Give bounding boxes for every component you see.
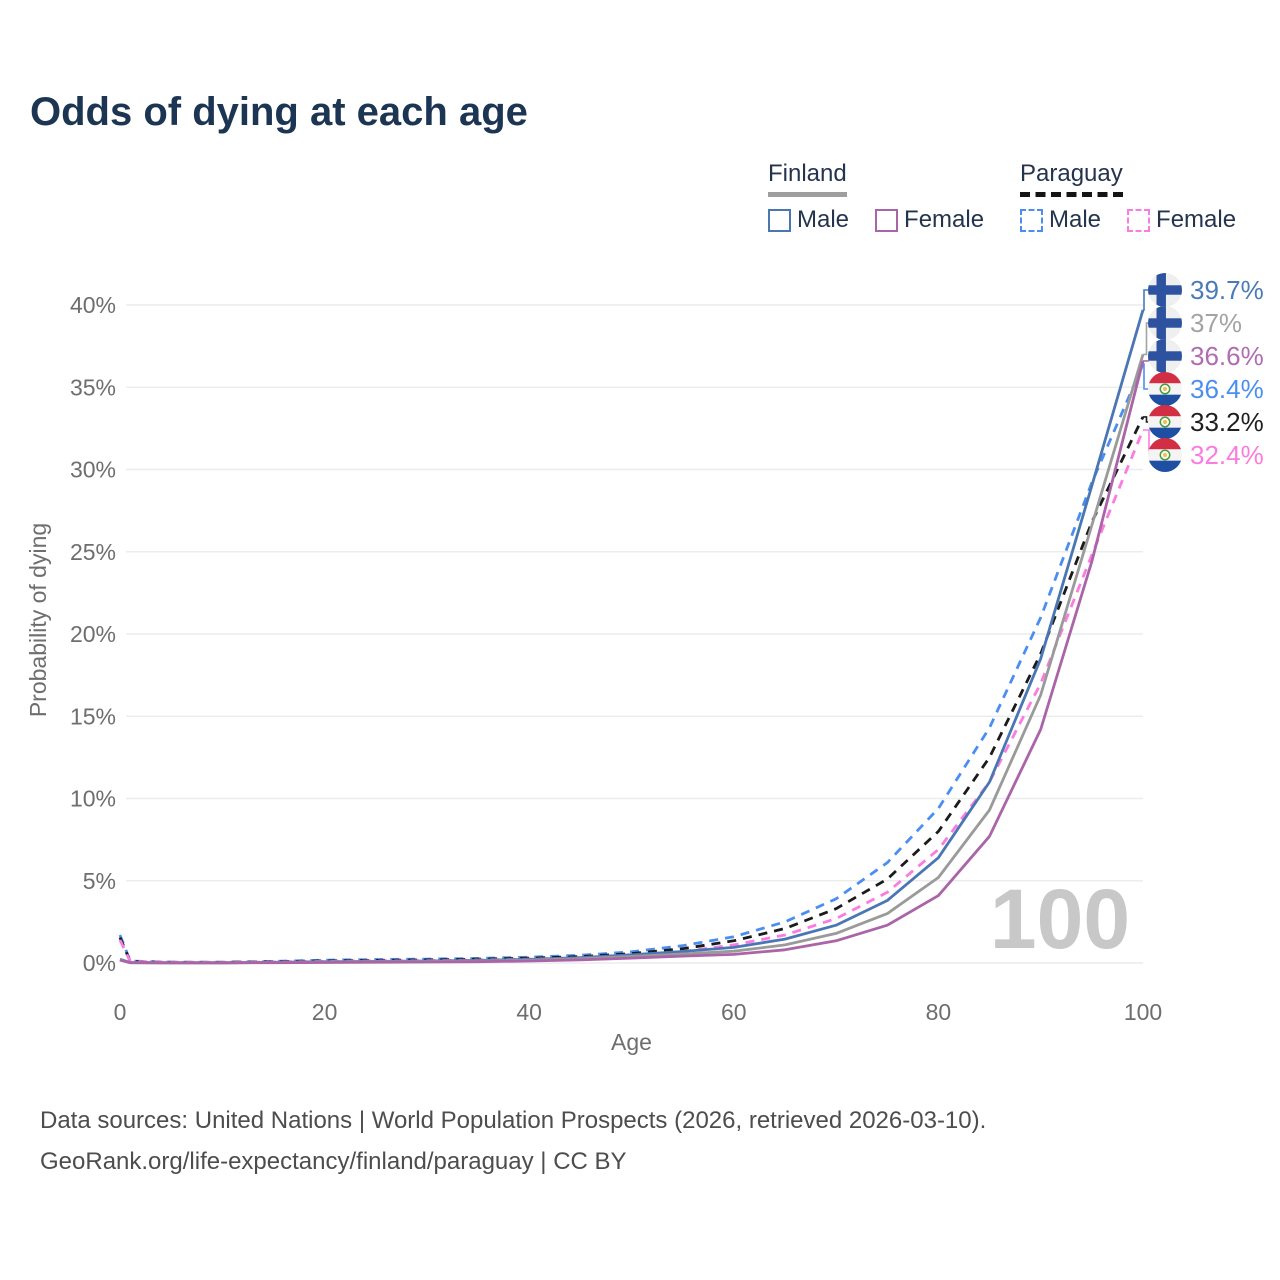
paraguay-flag-icon	[1148, 405, 1182, 439]
paraguay-flag-icon	[1148, 372, 1182, 406]
finland-flag-icon	[1148, 339, 1182, 373]
x-tick-label: 0	[114, 999, 127, 1025]
legend-item-label: Male	[1049, 206, 1102, 233]
checkbox-icon[interactable]	[875, 208, 899, 232]
footer-line-url: GeoRank.org/life-expectancy/finland/para…	[40, 1148, 627, 1175]
end-value-label: 36.4%	[1190, 373, 1264, 404]
end-value-label: 36.6%	[1190, 340, 1264, 371]
end-value-label: 39.7%	[1190, 274, 1264, 305]
series-line	[119, 360, 1145, 965]
checkbox-icon[interactable]	[768, 208, 791, 232]
footer-line-datasource: Data sources: United Nations | World Pop…	[40, 1107, 987, 1134]
y-tick-label: 5%	[83, 868, 116, 894]
end-label-row: 39.7%	[1148, 272, 1264, 308]
end-label-row: 36.4%	[1148, 371, 1264, 407]
end-value-label: 32.4%	[1190, 439, 1264, 470]
legend-heading-finland: Finland	[768, 160, 847, 197]
legend-item-finland-male[interactable]: Male	[768, 206, 849, 234]
y-tick-label: 30%	[70, 457, 116, 483]
finland-flag-icon	[1148, 306, 1182, 340]
checkbox-icon[interactable]	[1127, 208, 1151, 232]
end-label-row: 32.4%	[1148, 437, 1264, 473]
footer-attribution: Data sources: United Nations | World Pop…	[40, 1100, 986, 1182]
watermark-age: 100	[990, 872, 1130, 966]
y-tick-label: 35%	[70, 374, 116, 400]
legend-item-label: Male	[797, 206, 850, 233]
legend-heading-paraguay: Paraguay	[1020, 160, 1123, 197]
y-tick-label: 20%	[70, 621, 116, 647]
legend-item-finland-female[interactable]: Female	[875, 206, 984, 234]
x-axis-title: Age	[611, 1029, 652, 1055]
x-tick-label: 40	[516, 999, 542, 1025]
x-tick-label: 100	[1124, 999, 1162, 1025]
paraguay-flag-icon	[1148, 438, 1182, 472]
y-tick-label: 10%	[70, 786, 116, 812]
x-tick-label: 60	[721, 999, 747, 1025]
finland-flag-icon	[1148, 273, 1182, 307]
y-axis-title: Probability of dying	[25, 523, 51, 717]
end-label-row: 37%	[1148, 305, 1242, 341]
x-tick-label: 80	[926, 999, 952, 1025]
series-line	[119, 309, 1145, 965]
legend-group-paraguay: Paraguay Male Female	[1020, 160, 1236, 234]
end-label-row: 36.6%	[1148, 338, 1264, 374]
legend-item-paraguay-male[interactable]: Male	[1020, 206, 1101, 234]
page-title: Odds of dying at each age	[30, 90, 528, 134]
y-tick-label: 0%	[83, 950, 116, 976]
legend-item-label: Female	[1156, 206, 1237, 233]
end-value-label: 37%	[1190, 307, 1243, 338]
end-value-label: 33.2%	[1190, 406, 1264, 437]
x-tick-label: 20	[312, 999, 338, 1025]
legend-item-label: Female	[904, 206, 985, 233]
y-tick-label: 40%	[70, 292, 116, 318]
legend-item-paraguay-female[interactable]: Female	[1127, 206, 1236, 234]
end-label-row: 33.2%	[1148, 404, 1264, 440]
y-tick-label: 25%	[70, 539, 116, 565]
legend-group-finland: Finland Male Female	[768, 160, 984, 234]
line-chart: 0% 5% 10% 15% 20% 25% 30% 35% 40% 0 20 40 60 80 100 Age…	[25, 289, 1162, 1055]
checkbox-icon[interactable]	[1020, 208, 1043, 232]
y-tick-label: 15%	[70, 703, 116, 729]
